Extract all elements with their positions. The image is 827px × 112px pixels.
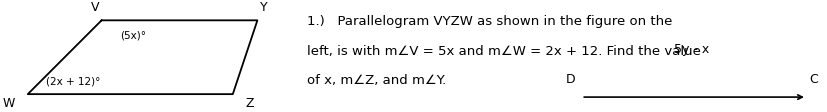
Text: of x, m∠Z, and m∠Y.: of x, m∠Z, and m∠Y. xyxy=(306,74,445,87)
Text: 5y - x: 5y - x xyxy=(673,43,709,56)
Text: W: W xyxy=(2,97,15,110)
Text: C: C xyxy=(808,73,817,86)
Text: (5x)°: (5x)° xyxy=(119,30,146,40)
Text: (2x + 12)°: (2x + 12)° xyxy=(45,76,100,86)
Text: left, is with m∠V = 5x and m∠W = 2x + 12. Find the value: left, is with m∠V = 5x and m∠W = 2x + 12… xyxy=(306,45,700,58)
Text: V: V xyxy=(91,1,99,14)
Text: D: D xyxy=(565,73,575,86)
Text: Y: Y xyxy=(260,1,267,14)
Text: Z: Z xyxy=(246,97,254,110)
Text: 1.)   Parallelogram VYZW as shown in the figure on the: 1.) Parallelogram VYZW as shown in the f… xyxy=(306,15,672,28)
